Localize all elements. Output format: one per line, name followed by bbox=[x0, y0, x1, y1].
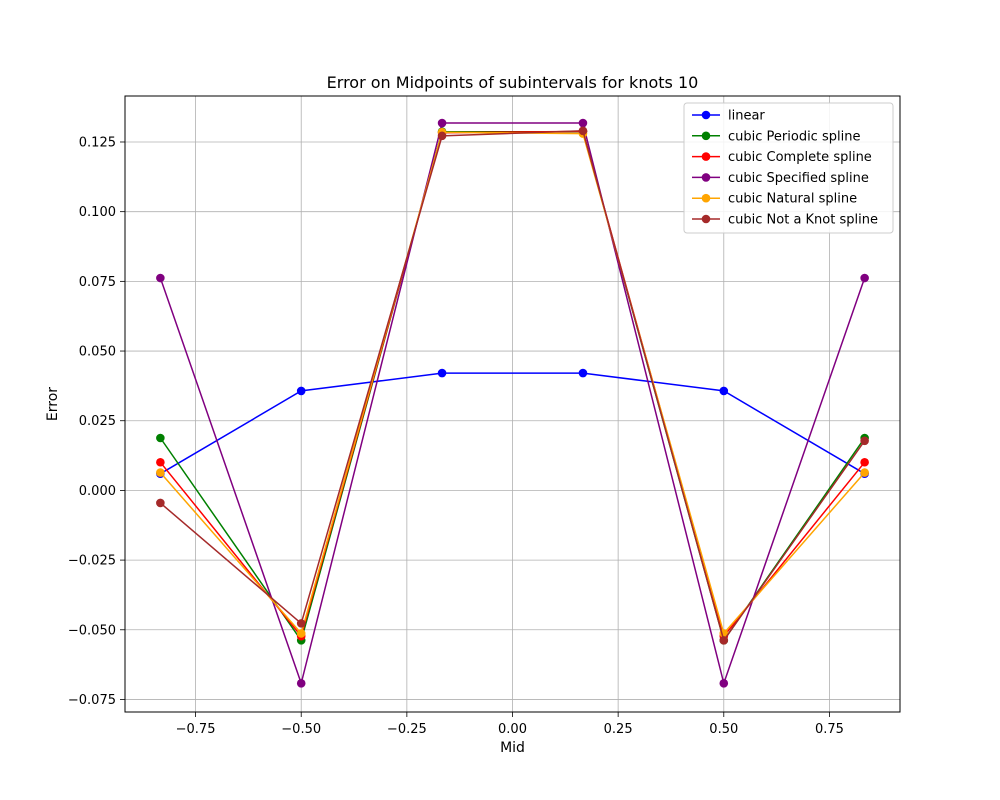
y-tick-label: 0.075 bbox=[79, 275, 116, 290]
axis-ticks: −0.75 −0.50 −0.25 0.00 0.25 0.50 0.75 −0.075 −0.… bbox=[68, 135, 844, 737]
y-tick-label: 0.050 bbox=[79, 345, 116, 360]
data-point bbox=[578, 126, 588, 136]
series-line bbox=[160, 372, 865, 475]
data-point bbox=[156, 498, 165, 508]
y-tick-label: 0.100 bbox=[79, 205, 116, 220]
data-point bbox=[156, 468, 165, 477]
data-point bbox=[719, 386, 729, 396]
data-point bbox=[296, 619, 306, 628]
data-point bbox=[296, 629, 306, 638]
legend-label: linear bbox=[728, 109, 765, 124]
legend-marker bbox=[701, 110, 711, 120]
data-point bbox=[296, 678, 306, 688]
legend-label: cubic Not a Knot spline bbox=[728, 213, 878, 228]
legend-label: cubic Complete spline bbox=[728, 150, 872, 165]
data-point bbox=[860, 273, 869, 283]
chart-title: Error on Midpoints of subintervals for k… bbox=[327, 73, 699, 92]
data-point bbox=[578, 118, 588, 128]
series-line bbox=[159, 122, 866, 686]
legend-marker bbox=[701, 173, 711, 182]
legend-item: cubic Not a Knot spline bbox=[692, 213, 878, 228]
legend-label: cubic Natural spline bbox=[728, 192, 857, 207]
y-tick-label: −0.075 bbox=[68, 693, 116, 708]
y-tick-label: −0.050 bbox=[68, 623, 116, 638]
legend-frame bbox=[683, 102, 894, 234]
data-point bbox=[156, 457, 165, 467]
legend-marker bbox=[701, 193, 711, 203]
legend-label: cubic Periodic spline bbox=[728, 129, 860, 144]
y-tick-label: 0.000 bbox=[79, 484, 116, 499]
legend-item: cubic Periodic spline bbox=[692, 129, 860, 144]
data-point bbox=[860, 436, 869, 446]
data-point bbox=[156, 273, 165, 283]
y-tick-label: 0.125 bbox=[79, 135, 116, 150]
data-point bbox=[860, 457, 869, 467]
legend-marker bbox=[701, 152, 711, 161]
legend-label: cubic Specified spline bbox=[728, 171, 869, 186]
x-axis-title: Mid bbox=[500, 740, 525, 756]
legend-item: cubic Natural spline bbox=[692, 192, 857, 207]
data-point bbox=[578, 368, 588, 378]
data-point bbox=[719, 636, 729, 645]
data-point bbox=[437, 118, 447, 128]
data-point bbox=[296, 386, 306, 396]
legend: linear cubic Periodic spline cubic Complet… bbox=[683, 102, 894, 234]
legend-item: cubic Complete spline bbox=[692, 150, 872, 165]
data-point bbox=[860, 468, 869, 477]
y-tick-label: −0.025 bbox=[68, 554, 116, 569]
y-axis-title: Error bbox=[45, 387, 61, 421]
data-point bbox=[437, 131, 447, 141]
legend-marker bbox=[701, 131, 711, 141]
series-group bbox=[156, 118, 869, 688]
data-point bbox=[719, 678, 729, 688]
data-point bbox=[437, 368, 447, 378]
legend-item: linear bbox=[692, 109, 765, 124]
x-tick-label: 0.25 bbox=[604, 722, 633, 737]
legend-marker bbox=[701, 214, 711, 224]
series-line bbox=[159, 130, 866, 643]
x-tick-label: −0.50 bbox=[281, 722, 321, 737]
x-tick-label: 0.50 bbox=[709, 722, 738, 737]
x-tick-label: −0.25 bbox=[387, 722, 427, 737]
legend-item: cubic Specified spline bbox=[692, 171, 869, 186]
x-tick-label: 0.00 bbox=[498, 722, 527, 737]
series-cubic-specified-spline bbox=[156, 118, 869, 688]
data-point bbox=[156, 433, 165, 443]
series-cubic-not-a-knot-spline bbox=[156, 126, 869, 645]
x-tick-label: 0.75 bbox=[815, 722, 844, 737]
x-tick-label: −0.75 bbox=[176, 722, 216, 737]
y-tick-label: 0.025 bbox=[79, 414, 116, 429]
